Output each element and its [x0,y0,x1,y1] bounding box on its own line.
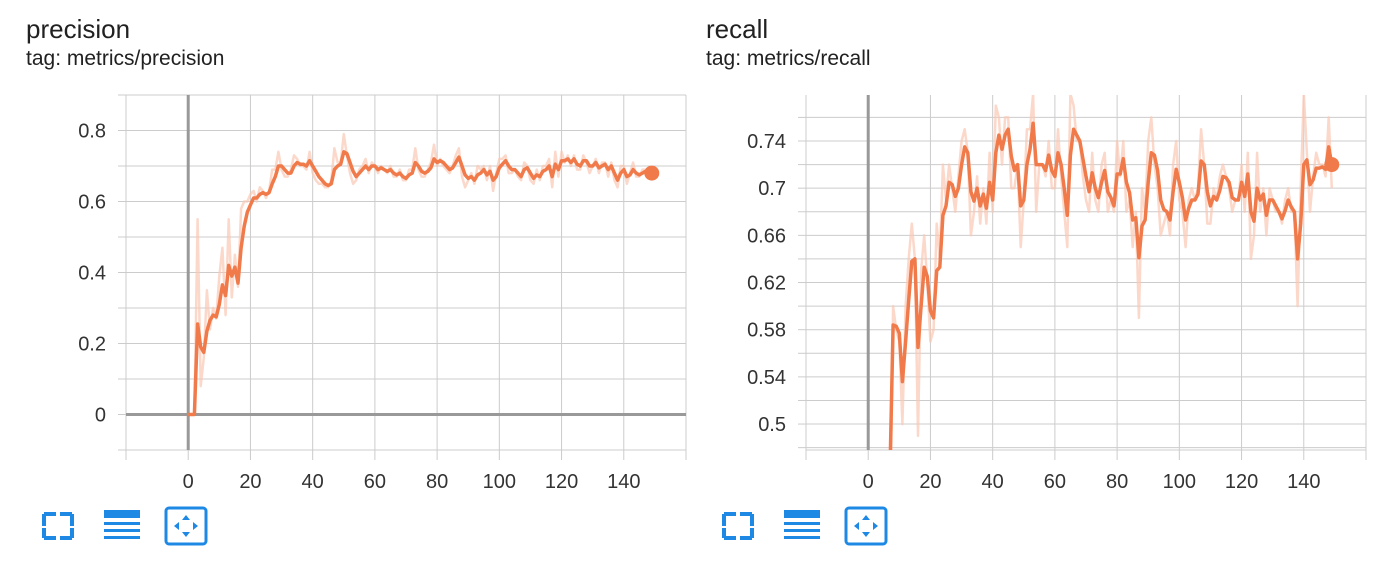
x-axis: 0 20 40 60 80 100 120 140 [805,449,1367,493]
x-tick-label: 80 [426,471,448,493]
chart-toolbar [40,506,230,546]
x-tick-label: 0 [863,471,874,493]
fullscreen-button[interactable] [40,506,84,546]
fit-domain-icon [844,506,888,546]
y-tick-label: 0.62 [747,273,786,295]
series-line-smoothed [188,150,652,417]
grid [125,94,687,451]
fullscreen-icon [722,512,754,540]
x-tick-label: 140 [1287,471,1320,493]
x-tick-label: 120 [545,471,578,493]
chart-card-precision: precision tag: metrics/precision 0 20 40 60… [0,0,690,570]
y-axis: 0.5 0.54 0.58 0.62 0.66 0.7 0.74 [747,95,807,450]
x-axis: 0 20 40 60 80 100 120 140 [125,449,687,493]
y-tick-label: 0.74 [747,131,786,153]
chart-title: recall [706,14,769,44]
data-table-button[interactable] [782,506,826,546]
x-tick-label: 20 [919,471,941,493]
y-tick-label: 0.4 [78,263,106,285]
x-tick-label: 140 [607,471,640,493]
plot-area [188,132,653,417]
y-tick-label: 0.54 [747,367,786,389]
y-tick-label: 0 [95,405,106,427]
precision-plot[interactable]: 0 20 40 60 80 100 120 140 0 0.2 0.4 0.6 0.8 [0,0,690,500]
x-tick-label: 60 [364,471,386,493]
y-tick-label: 0.8 [78,121,106,143]
series-line-raw [889,95,1334,450]
fit-domain-icon [164,506,208,546]
series-last-point [1324,157,1340,173]
data-table-icon [104,510,140,539]
y-tick-label: 0.6 [78,192,106,214]
fit-domain-button[interactable] [844,506,888,546]
plot-area [888,95,1334,450]
series-line-raw [188,132,653,416]
fullscreen-button[interactable] [720,506,764,546]
x-tick-label: 40 [302,471,324,493]
chart-card-recall: recall tag: metrics/recall 0 20 40 60 80 100 1… [680,0,1370,570]
y-tick-label: 0.58 [747,320,786,342]
x-tick-label: 60 [1044,471,1066,493]
fit-domain-button[interactable] [164,506,208,546]
x-tick-label: 120 [1225,471,1258,493]
x-tick-label: 20 [239,471,261,493]
x-tick-label: 40 [982,471,1004,493]
x-tick-label: 0 [183,471,194,493]
y-tick-label: 0.66 [747,225,786,247]
series-line-smoothed [888,121,1334,450]
fullscreen-icon [42,512,74,540]
y-tick-label: 0.5 [758,414,786,436]
chart-toolbar [720,506,910,546]
y-axis: 0 0.2 0.4 0.6 0.8 [78,94,127,451]
chart-subtitle: tag: metrics/precision [26,47,225,70]
y-tick-label: 0.2 [78,334,106,356]
x-tick-label: 100 [483,471,516,493]
chart-title: precision [26,14,131,44]
grid [805,95,1367,450]
y-tick-label: 0.7 [758,178,786,200]
x-tick-label: 80 [1106,471,1128,493]
recall-plot[interactable]: 0 20 40 60 80 100 120 140 0.5 0.54 0.58 0.62 0.66 0.7… [680,0,1370,500]
x-tick-label: 100 [1163,471,1196,493]
series-last-point [644,165,660,181]
chart-subtitle: tag: metrics/recall [706,47,871,70]
data-table-button[interactable] [102,506,146,546]
data-table-icon [784,510,820,539]
